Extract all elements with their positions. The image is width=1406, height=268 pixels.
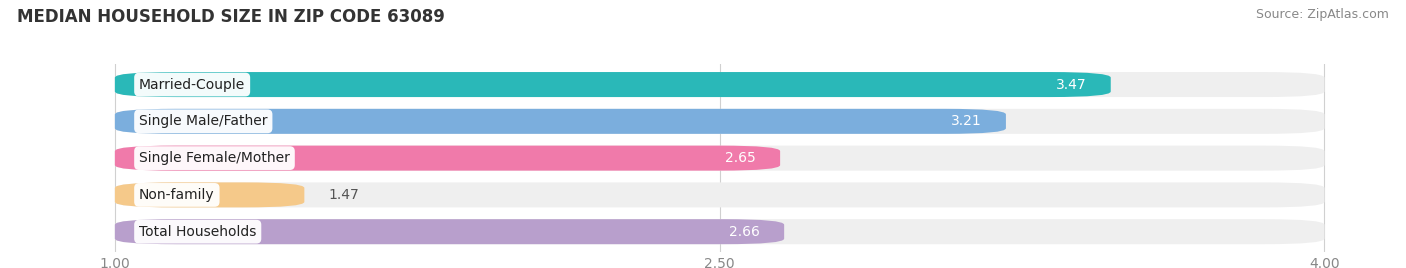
Text: 2.65: 2.65	[725, 151, 756, 165]
Text: Single Female/Mother: Single Female/Mother	[139, 151, 290, 165]
Text: 3.21: 3.21	[950, 114, 981, 128]
FancyBboxPatch shape	[115, 72, 1111, 97]
Text: Total Households: Total Households	[139, 225, 256, 239]
Text: 3.47: 3.47	[1056, 77, 1087, 92]
FancyBboxPatch shape	[115, 109, 1005, 134]
FancyBboxPatch shape	[115, 219, 1324, 244]
Text: Non-family: Non-family	[139, 188, 215, 202]
Text: 1.47: 1.47	[329, 188, 360, 202]
Text: Married-Couple: Married-Couple	[139, 77, 245, 92]
Text: MEDIAN HOUSEHOLD SIZE IN ZIP CODE 63089: MEDIAN HOUSEHOLD SIZE IN ZIP CODE 63089	[17, 8, 444, 26]
FancyBboxPatch shape	[115, 146, 1324, 171]
FancyBboxPatch shape	[115, 183, 1324, 207]
FancyBboxPatch shape	[115, 72, 1324, 97]
Text: Single Male/Father: Single Male/Father	[139, 114, 267, 128]
Text: 2.66: 2.66	[730, 225, 761, 239]
FancyBboxPatch shape	[115, 219, 785, 244]
FancyBboxPatch shape	[115, 183, 304, 207]
FancyBboxPatch shape	[115, 146, 780, 171]
Text: Source: ZipAtlas.com: Source: ZipAtlas.com	[1256, 8, 1389, 21]
FancyBboxPatch shape	[115, 109, 1324, 134]
